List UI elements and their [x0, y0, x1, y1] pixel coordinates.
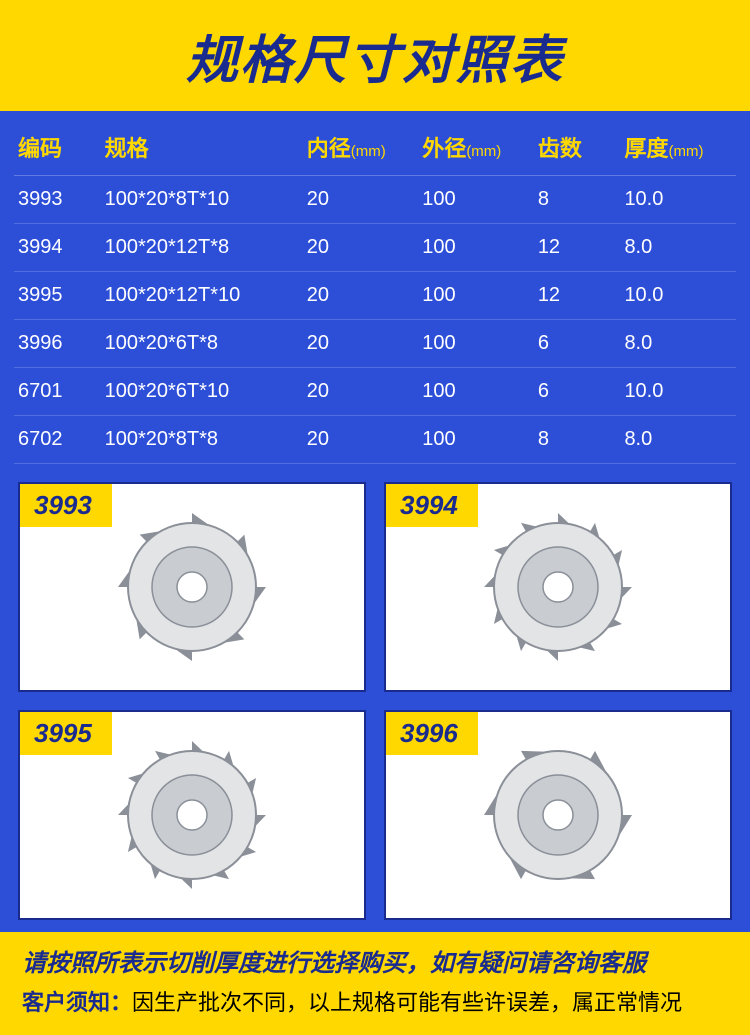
cell-outer: 100 [418, 272, 534, 320]
cell-outer: 100 [418, 368, 534, 416]
product-gallery: 3993 3994 3995 3996 [0, 472, 750, 932]
col-header-thick: 厚度(mm) [620, 121, 736, 176]
cell-outer: 100 [418, 416, 534, 464]
product-card: 3993 [18, 482, 366, 692]
col-header-teeth: 齿数 [534, 121, 621, 176]
cell-thick: 8.0 [620, 416, 736, 464]
table-header-row: 编码 规格 内径(mm) 外径(mm) 齿数 厚度(mm) [14, 121, 736, 176]
saw-blade-icon [112, 507, 272, 667]
cell-teeth: 12 [534, 224, 621, 272]
cell-inner: 20 [303, 272, 419, 320]
cell-code: 3994 [14, 224, 101, 272]
table-row: 3993100*20*8T*1020100810.0 [14, 176, 736, 224]
cell-code: 3993 [14, 176, 101, 224]
cell-spec: 100*20*12T*8 [101, 224, 303, 272]
cell-spec: 100*20*6T*10 [101, 368, 303, 416]
cell-thick: 10.0 [620, 368, 736, 416]
cell-teeth: 8 [534, 176, 621, 224]
footer-notice-primary: 请按照所表示切削厚度进行选择购买，如有疑问请咨询客服 [22, 946, 728, 982]
header: 规格尺寸对照表 [0, 0, 750, 111]
cell-teeth: 12 [534, 272, 621, 320]
cell-teeth: 6 [534, 368, 621, 416]
product-card: 3994 [384, 482, 732, 692]
cell-outer: 100 [418, 224, 534, 272]
cell-code: 3996 [14, 320, 101, 368]
col-header-spec: 规格 [101, 121, 303, 176]
table-row: 3994100*20*12T*820100128.0 [14, 224, 736, 272]
page-title: 规格尺寸对照表 [0, 18, 750, 93]
cell-spec: 100*20*8T*8 [101, 416, 303, 464]
cell-teeth: 8 [534, 416, 621, 464]
cell-spec: 100*20*8T*10 [101, 176, 303, 224]
cell-inner: 20 [303, 368, 419, 416]
footer-rest: 因生产批次不同，以上规格可能有些许误差，属正常情况 [132, 990, 682, 1015]
cell-inner: 20 [303, 416, 419, 464]
footer: 请按照所表示切削厚度进行选择购买，如有疑问请咨询客服 客户须知：因生产批次不同，… [0, 932, 750, 1035]
cell-code: 3995 [14, 272, 101, 320]
cell-code: 6701 [14, 368, 101, 416]
footer-lead: 客户须知： [22, 990, 132, 1015]
col-header-outer: 外径(mm) [418, 121, 534, 176]
col-header-code: 编码 [14, 121, 101, 176]
product-code-tag: 3993 [20, 484, 112, 527]
product-code-tag: 3994 [386, 484, 478, 527]
cell-thick: 10.0 [620, 272, 736, 320]
cell-thick: 8.0 [620, 224, 736, 272]
cell-outer: 100 [418, 176, 534, 224]
saw-blade-icon [478, 507, 638, 667]
col-header-inner: 内径(mm) [303, 121, 419, 176]
table-row: 3996100*20*6T*82010068.0 [14, 320, 736, 368]
saw-blade-icon [478, 735, 638, 895]
cell-teeth: 6 [534, 320, 621, 368]
footer-notice-secondary: 客户须知：因生产批次不同，以上规格可能有些许误差，属正常情况 [22, 986, 728, 1019]
cell-thick: 8.0 [620, 320, 736, 368]
cell-inner: 20 [303, 224, 419, 272]
spec-table-container: 编码 规格 内径(mm) 外径(mm) 齿数 厚度(mm) 3993100*20… [0, 111, 750, 472]
product-card: 3996 [384, 710, 732, 920]
cell-spec: 100*20*6T*8 [101, 320, 303, 368]
cell-code: 6702 [14, 416, 101, 464]
table-row: 6701100*20*6T*1020100610.0 [14, 368, 736, 416]
table-row: 6702100*20*8T*82010088.0 [14, 416, 736, 464]
product-card: 3995 [18, 710, 366, 920]
cell-thick: 10.0 [620, 176, 736, 224]
cell-spec: 100*20*12T*10 [101, 272, 303, 320]
spec-table: 编码 规格 内径(mm) 外径(mm) 齿数 厚度(mm) 3993100*20… [14, 121, 736, 464]
cell-inner: 20 [303, 176, 419, 224]
cell-inner: 20 [303, 320, 419, 368]
product-code-tag: 3995 [20, 712, 112, 755]
product-code-tag: 3996 [386, 712, 478, 755]
table-row: 3995100*20*12T*10201001210.0 [14, 272, 736, 320]
cell-outer: 100 [418, 320, 534, 368]
saw-blade-icon [112, 735, 272, 895]
